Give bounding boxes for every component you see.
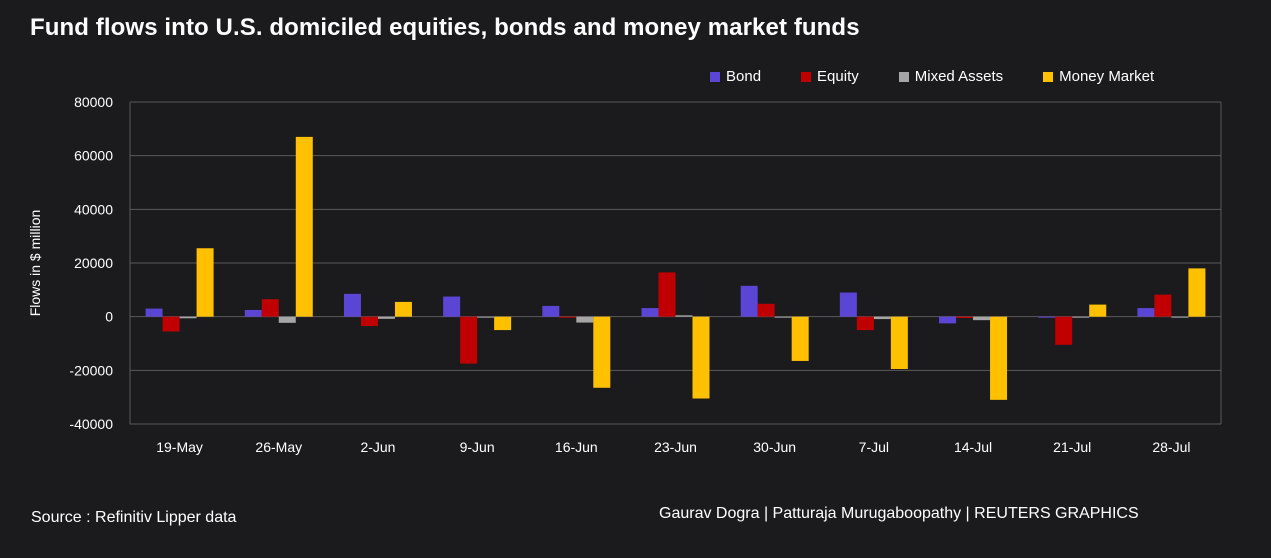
bar-bond (343, 293, 361, 317)
bar-bond (542, 305, 560, 317)
bar-equity (757, 303, 775, 317)
y-tick-label: 20000 (74, 255, 113, 271)
x-tick-label: 16-Jun (555, 439, 598, 455)
bar-money-market (990, 316, 1008, 400)
x-tick-label: 14-Jul (954, 439, 992, 455)
bar-money-market (494, 316, 512, 331)
bar-equity (261, 299, 279, 317)
bar-mixed-assets (973, 316, 991, 321)
chart-legend: Bond Equity Mixed Assets Money Market (710, 68, 1154, 85)
bar-money-market (1188, 268, 1206, 317)
legend-label: Bond (726, 68, 762, 85)
bar-money-market (692, 316, 710, 399)
y-tick-label: 60000 (74, 148, 113, 164)
y-axis-label: Flows in $ million (27, 210, 43, 317)
x-tick-label: 26-May (255, 439, 302, 455)
bar-bond (641, 308, 659, 317)
bar-equity (856, 316, 874, 331)
source-note: Source : Refinitiv Lipper data (31, 509, 237, 526)
legend-swatch-money-market (1043, 71, 1054, 82)
bar-mixed-assets (576, 316, 594, 323)
bar-bond (939, 316, 957, 324)
bar-mixed-assets (873, 316, 891, 320)
x-tick-label: 19-May (156, 439, 203, 455)
y-tick-label: 80000 (74, 94, 113, 110)
bar-bond (1137, 308, 1155, 317)
bar-equity (1055, 316, 1073, 345)
bar-equity (162, 316, 180, 332)
legend-label: Money Market (1059, 68, 1155, 85)
y-tick-label: -20000 (69, 362, 113, 378)
bar-money-market (1089, 304, 1107, 317)
x-tick-label: 2-Jun (360, 439, 395, 455)
x-tick-label: 9-Jun (460, 439, 495, 455)
legend-item-bond: Bond (710, 68, 761, 85)
bar-mixed-assets (675, 315, 693, 317)
x-tick-label: 21-Jul (1053, 439, 1091, 455)
bar-bond (244, 309, 262, 317)
bar-equity (460, 316, 478, 364)
bar-money-market (791, 316, 809, 361)
bar-mixed-assets (377, 316, 395, 319)
legend-swatch-equity (801, 71, 812, 82)
legend-item-money-market: Money Market (1043, 68, 1154, 85)
bar-money-market (295, 136, 313, 317)
x-tick-label: 23-Jun (654, 439, 697, 455)
x-tick-label: 28-Jul (1152, 439, 1190, 455)
legend-item-mixed-assets: Mixed Assets (898, 68, 1004, 85)
legend-item-equity: Equity (801, 68, 859, 85)
bar-equity (559, 316, 577, 318)
bar-mixed-assets (278, 316, 296, 323)
legend-swatch-bond (710, 71, 720, 82)
legend-swatch-mixed-assets (898, 71, 909, 82)
bar-equity (360, 316, 378, 327)
bar-mixed-assets (774, 316, 792, 318)
credit-line: Gaurav Dogra | Patturaja Murugaboopathy … (659, 505, 1139, 522)
bar-equity (956, 316, 974, 319)
bar-money-market (593, 316, 611, 388)
bar-money-market (196, 248, 214, 317)
bar-equity (1154, 294, 1172, 317)
legend-label: Mixed Assets (914, 68, 1004, 85)
y-tick-label: -40000 (69, 416, 113, 432)
legend-label: Equity (817, 68, 859, 85)
bar-bond (443, 296, 461, 317)
bar-bond (740, 285, 758, 317)
y-tick-label: 40000 (74, 201, 113, 217)
bar-mixed-assets (1072, 316, 1090, 318)
bar-mixed-assets (477, 316, 495, 318)
x-tick-label: 30-Jun (753, 439, 796, 455)
bar-equity (658, 272, 676, 317)
bar-mixed-assets (1171, 316, 1189, 318)
bar-money-market (394, 301, 412, 317)
chart-title: Fund flows into U.S. domiciled equities,… (30, 14, 860, 41)
bar-bond (145, 308, 163, 317)
bar-mixed-assets (179, 316, 197, 319)
y-tick-label: 0 (105, 309, 113, 325)
x-tick-label: 7-Jul (859, 439, 889, 455)
bar-money-market (890, 316, 908, 369)
bar-bond (839, 292, 857, 317)
bar-bond (1038, 316, 1056, 318)
